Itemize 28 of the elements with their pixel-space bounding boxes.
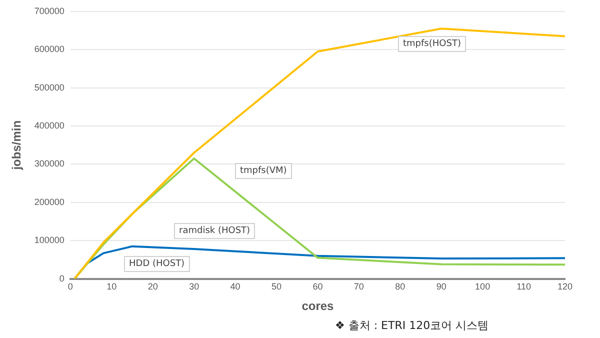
y-tick-label: 200000 [34, 196, 64, 207]
x-tick-label: 40 [230, 282, 240, 292]
y-tick-label: 400000 [34, 120, 64, 130]
y-tick-label: 100000 [34, 235, 64, 246]
text: ❖ 출처 : ETRI 120코어 시스템 [335, 318, 489, 333]
x-tick-label: 50 [271, 282, 282, 292]
y-tick-label: 0 [59, 273, 64, 284]
annotation: HDD (HOST) [124, 256, 190, 272]
y-tick-label: 300000 [34, 158, 64, 169]
x-tick-label: 120 [557, 282, 573, 292]
x-tick-label: 60 [312, 282, 323, 292]
x-tick-label: 110 [516, 282, 531, 292]
x-axis-title: cores [302, 299, 334, 314]
annotation: tmpfs(VM) [235, 163, 292, 179]
x-tick-label: 0 [68, 282, 73, 292]
y-axis-title: jobs/min [10, 120, 24, 171]
x-tick-label: 30 [189, 282, 200, 292]
x-tick-label: 70 [354, 282, 364, 292]
x-tick-label: 80 [395, 282, 406, 292]
annotation: ramdisk (HOST) [174, 223, 256, 239]
x-tick-label: 20 [148, 282, 158, 292]
y-tick-label: 500000 [34, 82, 64, 92]
x-tick-label: 90 [436, 282, 446, 292]
x-tick-label: 100 [475, 282, 490, 292]
y-tick-label: 600000 [34, 44, 64, 54]
annotation: tmpfs(HOST) [398, 36, 466, 52]
y-tick-label: 700000 [34, 6, 64, 16]
x-tick-label: 10 [106, 282, 117, 292]
